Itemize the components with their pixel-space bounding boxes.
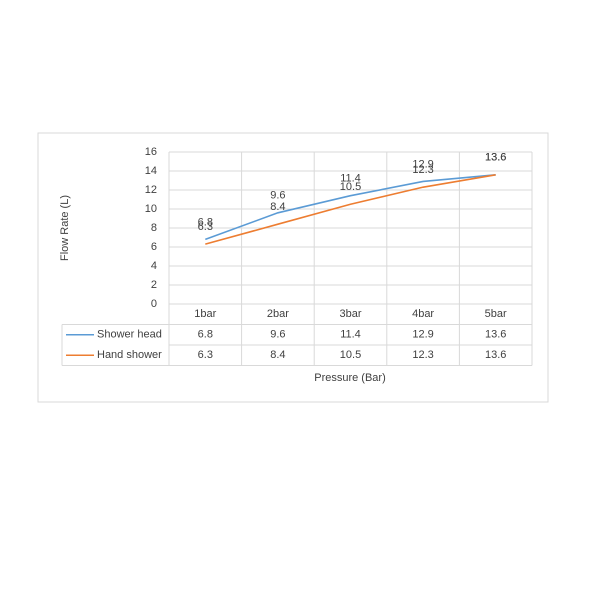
y-tick-label: 6 (151, 241, 157, 253)
x-tick-label: 4bar (412, 308, 434, 320)
table-cell: 9.6 (270, 329, 285, 341)
y-tick-label: 14 (145, 165, 157, 177)
y-tick-label: 10 (145, 203, 157, 215)
y-tick-label: 2 (151, 279, 157, 291)
table-cell: 6.3 (198, 349, 213, 361)
x-tick-label: 5bar (485, 308, 507, 320)
y-tick-label: 4 (151, 260, 157, 272)
table-cell: 6.8 (198, 329, 213, 341)
series-line (205, 174, 496, 241)
x-tick-label: 2bar (267, 308, 289, 320)
x-axis-title: Pressure (Bar) (314, 372, 386, 384)
data-label: 13.6 (485, 152, 506, 164)
table-cell: 8.4 (270, 349, 285, 361)
data-label: 11.4 (340, 173, 361, 185)
table-cell: 12.3 (412, 349, 433, 361)
y-tick-label: 16 (145, 146, 157, 158)
y-tick-label: 0 (151, 298, 157, 310)
x-tick-label: 1bar (194, 308, 216, 320)
x-tick-label: 3bar (339, 308, 361, 320)
data-label: 10.5 (340, 181, 361, 193)
legend-label: Hand shower (97, 349, 162, 361)
table-cell: 13.6 (485, 329, 506, 341)
y-axis-title: Flow Rate (L) (59, 195, 71, 261)
series-line (205, 174, 496, 245)
data-label: 8.4 (270, 201, 285, 213)
table-cell: 11.4 (340, 329, 361, 341)
table-cell: 12.9 (412, 329, 433, 341)
y-tick-label: 8 (151, 222, 157, 234)
data-label: 12.9 (412, 158, 433, 170)
y-tick-label: 12 (145, 184, 157, 196)
table-cell: 13.6 (485, 349, 506, 361)
table-cell: 10.5 (340, 349, 361, 361)
data-label: 6.3 (198, 221, 213, 233)
data-label: 13.6 (485, 152, 506, 164)
data-label: 12.3 (412, 164, 433, 176)
data-label: 6.8 (198, 216, 213, 228)
data-label: 9.6 (270, 190, 285, 202)
legend-label: Shower head (97, 329, 162, 341)
chart-frame (37, 132, 549, 403)
